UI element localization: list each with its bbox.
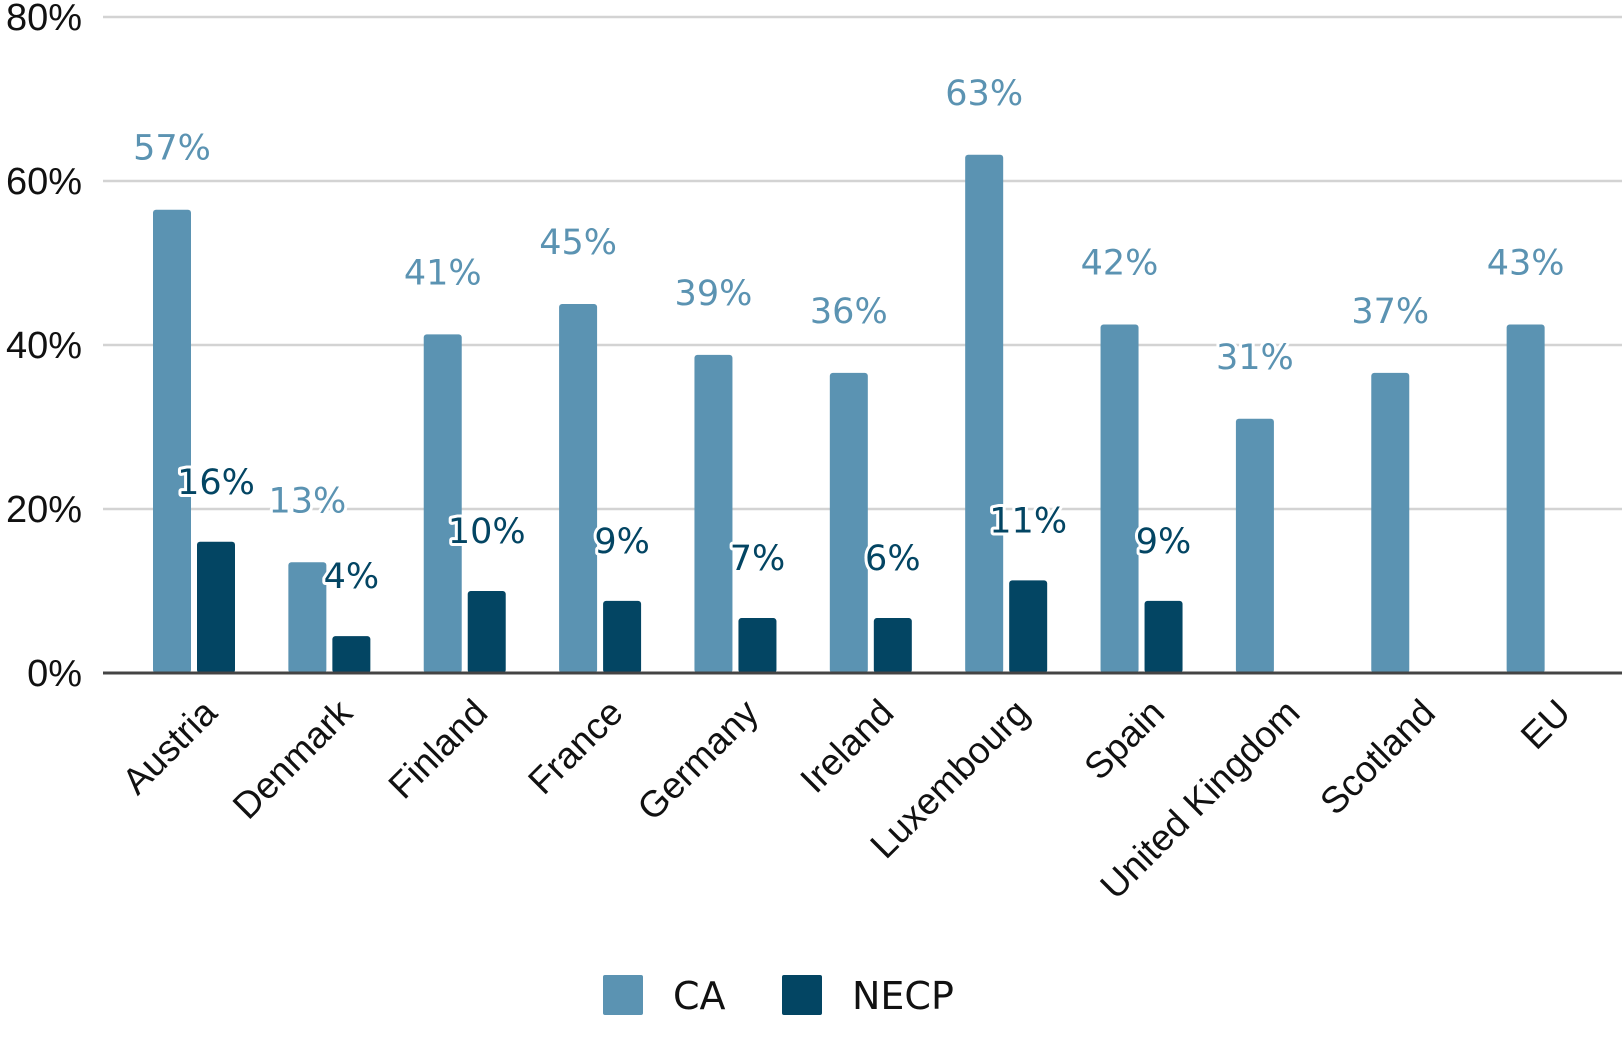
legend-label: NECP xyxy=(852,974,954,1018)
bar-necp xyxy=(603,600,642,673)
bar-necp xyxy=(467,591,506,673)
bar-necp xyxy=(197,541,235,673)
bar-necp xyxy=(1144,600,1183,673)
legend-swatch xyxy=(782,975,822,1015)
data-label-ca: 57% xyxy=(133,129,211,169)
y-tick-label: 80% xyxy=(6,0,82,39)
x-tick-label: Austria xyxy=(114,691,225,802)
data-label-necp: 16% xyxy=(177,463,255,503)
bar-ca xyxy=(288,562,327,673)
data-label-ca: 63% xyxy=(945,74,1023,114)
x-tick-label: EU xyxy=(1513,692,1578,757)
data-label-ca: 43% xyxy=(1487,244,1565,284)
y-tick-label: 40% xyxy=(6,325,82,367)
data-label-ca: 36% xyxy=(810,292,888,332)
data-label-necp: 4% xyxy=(324,557,380,597)
data-label-necp: 10% xyxy=(448,512,526,552)
x-tick-label: Denmark xyxy=(225,691,360,826)
x-tick-label: France xyxy=(520,692,630,802)
bar-ca xyxy=(423,334,462,673)
data-label-ca: 41% xyxy=(404,253,482,293)
bar-necp xyxy=(1009,580,1048,673)
bar-necp xyxy=(332,636,371,673)
legend-swatch xyxy=(603,975,643,1015)
data-label-necp: 9% xyxy=(1136,522,1192,562)
data-label-ca: 39% xyxy=(675,274,753,314)
y-tick-label: 60% xyxy=(6,161,82,203)
x-tick-label: Spain xyxy=(1076,692,1172,788)
bar-necp xyxy=(873,618,912,673)
data-label-necp: 11% xyxy=(989,501,1067,541)
bar-ca xyxy=(1371,372,1410,673)
data-label-ca: 13% xyxy=(268,481,346,521)
data-label-ca: 37% xyxy=(1351,292,1429,332)
bar-ca xyxy=(965,154,1004,673)
data-label-ca: 45% xyxy=(539,223,617,263)
bar-ca xyxy=(1100,324,1139,673)
data-label-ca: 31% xyxy=(1216,338,1294,378)
data-label-necp: 9% xyxy=(594,522,650,562)
bar-ca xyxy=(1506,324,1545,673)
bar-ca xyxy=(153,209,191,673)
x-tick-label: Germany xyxy=(630,691,767,828)
data-label-ca: 42% xyxy=(1081,244,1159,284)
legend-label: CA xyxy=(673,974,726,1018)
bar-ca xyxy=(694,354,733,673)
data-label-necp: 7% xyxy=(730,539,786,579)
y-tick-label: 20% xyxy=(6,489,82,531)
y-tick-label: 0% xyxy=(27,653,82,695)
bar-necp xyxy=(738,618,777,673)
x-tick-label: Finland xyxy=(381,692,496,807)
x-tick-label: Scotland xyxy=(1312,692,1443,823)
bar-ca xyxy=(559,304,598,673)
x-tick-label: Ireland xyxy=(792,692,901,801)
bar-ca xyxy=(829,372,868,673)
data-label-necp: 6% xyxy=(865,539,921,579)
bar-ca xyxy=(1235,418,1274,673)
